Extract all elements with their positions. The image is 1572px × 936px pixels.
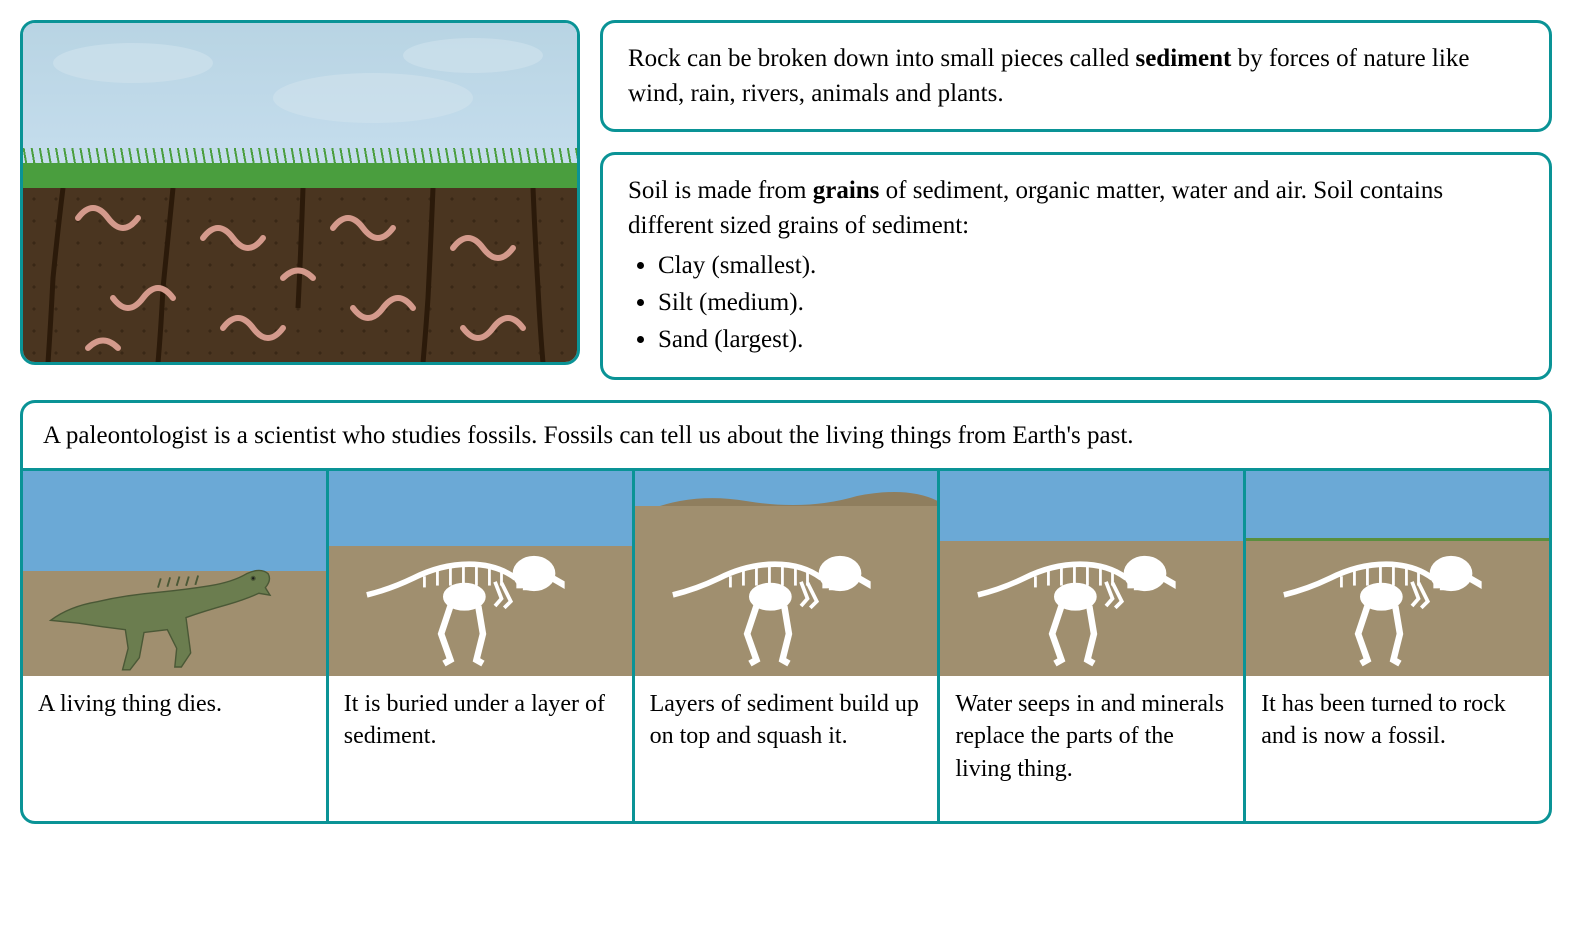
sky-region bbox=[23, 23, 577, 163]
sediment-info-box: Rock can be broken down into small piece… bbox=[600, 20, 1552, 132]
box2-text-pre: Soil is made from bbox=[628, 177, 813, 204]
fossil-stage-3: Layers of sediment build up on top and s… bbox=[635, 471, 941, 821]
grain-item: Clay (smallest). bbox=[658, 248, 1524, 283]
fossil-stage-1: A living thing dies. bbox=[23, 471, 329, 821]
soil-grains-info-box: Soil is made from grains of sediment, or… bbox=[600, 152, 1552, 380]
fossil-intro-text: A paleontologist is a scientist who stud… bbox=[23, 403, 1549, 468]
box2-bold: grains bbox=[813, 177, 880, 204]
fossil-stage-image bbox=[329, 471, 632, 676]
soil-cross-section-image bbox=[20, 20, 580, 365]
fossil-stage-image bbox=[635, 471, 938, 676]
fossil-stage-caption: Layers of sediment build up on top and s… bbox=[635, 676, 938, 821]
box1-bold: sediment bbox=[1135, 45, 1231, 72]
fossil-formation-section: A paleontologist is a scientist who stud… bbox=[20, 400, 1552, 824]
grain-item: Sand (largest). bbox=[658, 322, 1524, 357]
fossil-stage-caption: Water seeps in and minerals replace the … bbox=[940, 676, 1243, 821]
grass-region bbox=[23, 163, 577, 188]
fossil-stage-image bbox=[940, 471, 1243, 676]
fossil-stage-4: Water seeps in and minerals replace the … bbox=[940, 471, 1246, 821]
fossil-stage-image bbox=[1246, 471, 1549, 676]
fossil-stage-caption: It is buried under a layer of sediment. bbox=[329, 676, 632, 821]
fossil-stage-5: It has been turned to rock and is now a … bbox=[1246, 471, 1549, 821]
grain-list: Clay (smallest). Silt (medium). Sand (la… bbox=[658, 248, 1524, 357]
soil-region bbox=[23, 188, 577, 365]
fossil-stage-caption: A living thing dies. bbox=[23, 676, 326, 821]
grain-item: Silt (medium). bbox=[658, 285, 1524, 320]
fossil-stages-row: A living thing dies. It is buried under … bbox=[23, 468, 1549, 821]
fossil-stage-caption: It has been turned to rock and is now a … bbox=[1246, 676, 1549, 821]
box1-text-pre: Rock can be broken down into small piece… bbox=[628, 45, 1135, 72]
fossil-stage-image bbox=[23, 471, 326, 676]
fossil-stage-2: It is buried under a layer of sediment. bbox=[329, 471, 635, 821]
